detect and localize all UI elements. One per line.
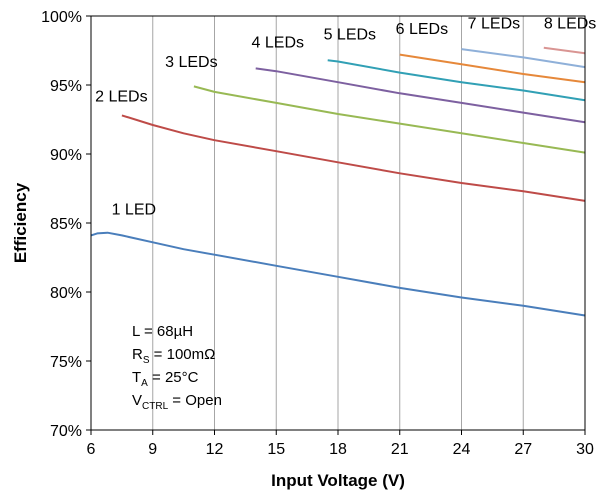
- y-axis-title: Efficiency: [11, 182, 30, 263]
- series-labels: 1 LED 2 LEDs 3 LEDs 4 LEDs 5 LEDs 6 LEDs 7 LED…: [95, 15, 596, 218]
- series-label: 7 LEDs: [468, 15, 520, 32]
- x-tick-label: 21: [391, 441, 409, 458]
- series-line: [90, 231, 586, 317]
- x-tick-label: 9: [148, 441, 157, 458]
- grid-lines: [152, 16, 524, 430]
- series-label: 2 LEDs: [95, 89, 147, 106]
- series-line: [255, 67, 586, 124]
- series-label: 4 LEDs: [252, 35, 304, 52]
- condition-line: VCTRL = Open: [132, 392, 222, 412]
- tick-labels: 6 9 12 15 18 21 24 27 30 70% 75% 80% 85% 90% 95% 100%: [41, 9, 594, 458]
- condition-line: RS = 100mΩ: [132, 346, 215, 366]
- y-tick-label: 90%: [50, 147, 82, 164]
- condition-line: L = 68µH: [132, 323, 193, 340]
- x-tick-label: 27: [514, 441, 532, 458]
- y-tick-label: 95%: [50, 78, 82, 95]
- conditions-annotation: L = 68µH RS = 100mΩ TA = 25°C VCTRL = Open: [132, 323, 222, 412]
- series-label: 8 LEDs: [544, 15, 596, 32]
- y-tick-label: 75%: [50, 354, 82, 371]
- series-line: [399, 53, 586, 84]
- x-tick-label: 24: [453, 441, 471, 458]
- y-tick-label: 85%: [50, 216, 82, 233]
- series-line: [121, 114, 586, 202]
- x-axis-title: Input Voltage (V): [271, 471, 405, 490]
- series-line: [327, 59, 586, 102]
- y-tick-label: 100%: [41, 9, 82, 26]
- y-tick-label: 70%: [50, 423, 82, 440]
- y-tick-label: 80%: [50, 285, 82, 302]
- x-tick-label: 6: [87, 441, 96, 458]
- series-line: [461, 48, 586, 69]
- x-tick-label: 30: [576, 441, 594, 458]
- condition-line: TA = 25°C: [132, 369, 199, 389]
- series-line: [543, 46, 586, 55]
- x-tick-label: 15: [267, 441, 285, 458]
- x-tick-label: 12: [206, 441, 224, 458]
- series-label: 5 LEDs: [324, 26, 376, 43]
- series-label: 6 LEDs: [396, 21, 448, 38]
- series-line: [193, 85, 586, 154]
- series-lines: [90, 46, 586, 317]
- x-tick-label: 18: [329, 441, 347, 458]
- series-label: 1 LED: [112, 202, 156, 219]
- series-label: 3 LEDs: [165, 54, 217, 71]
